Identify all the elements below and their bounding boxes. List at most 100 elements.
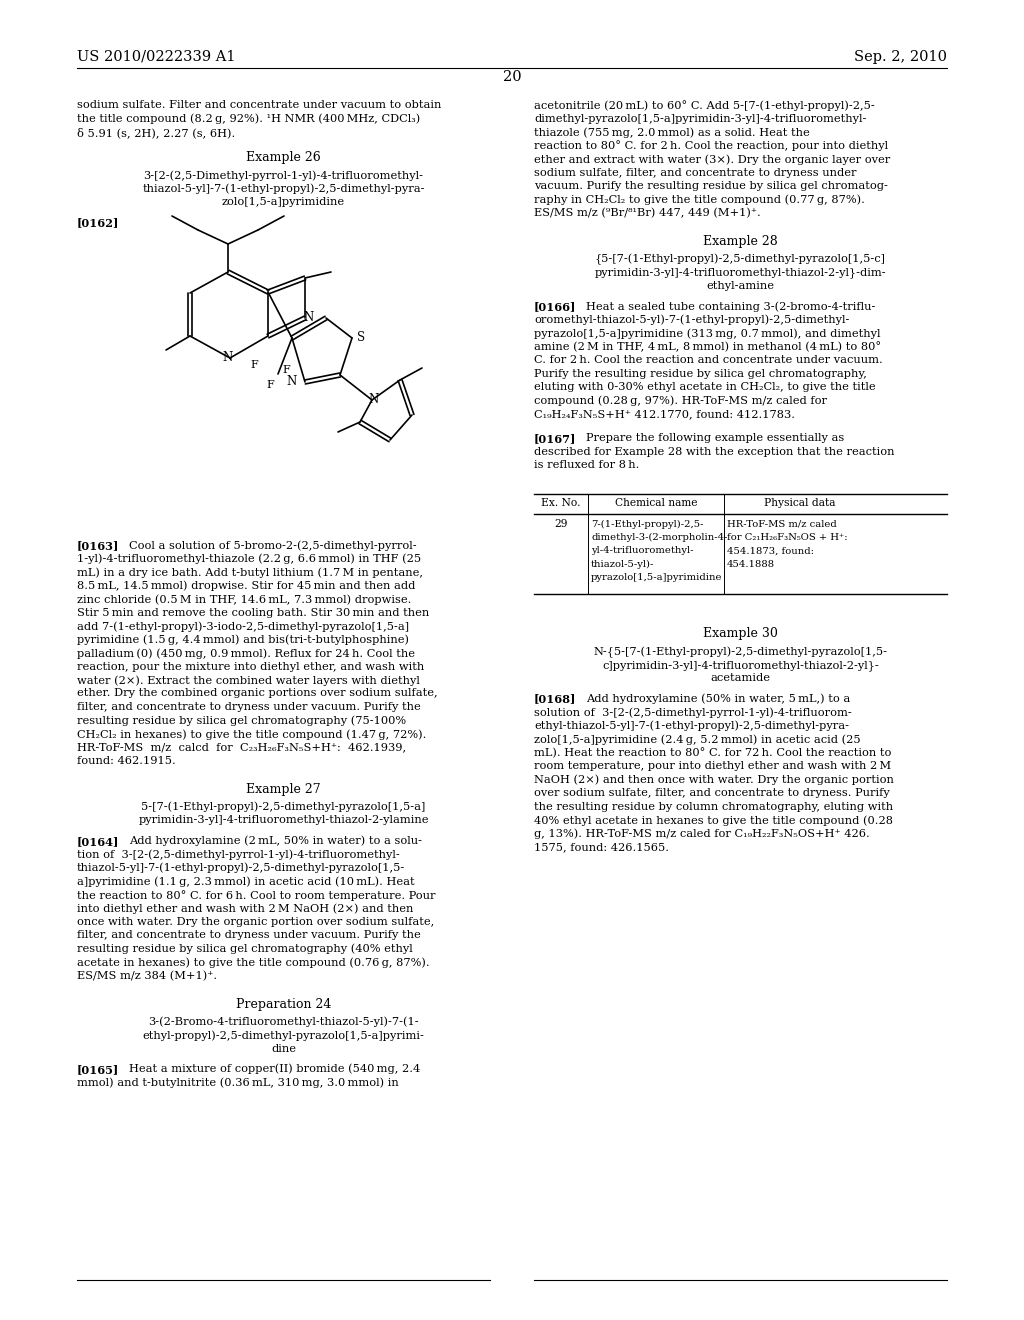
Text: the resulting residue by column chromatography, eluting with: the resulting residue by column chromato…	[534, 801, 893, 812]
Text: resulting residue by silica gel chromatography (75-100%: resulting residue by silica gel chromato…	[77, 715, 407, 726]
Text: yl-4-trifluoromethyl-: yl-4-trifluoromethyl-	[591, 546, 693, 556]
Text: into diethyl ether and wash with 2 M NaOH (2×) and then: into diethyl ether and wash with 2 M NaO…	[77, 903, 414, 913]
Text: [0164]: [0164]	[77, 836, 120, 846]
Text: N: N	[223, 351, 233, 364]
Text: filter, and concentrate to dryness under vacuum. Purify the: filter, and concentrate to dryness under…	[77, 931, 421, 940]
Text: 3-[2-(2,5-Dimethyl-pyrrol-1-yl)-4-trifluoromethyl-: 3-[2-(2,5-Dimethyl-pyrrol-1-yl)-4-triflu…	[143, 170, 424, 181]
Text: Prepare the following example essentially as: Prepare the following example essentiall…	[586, 433, 844, 444]
Text: oromethyl-thiazol-5-yl)-7-(1-ethyl-propyl)-2,5-dimethyl-: oromethyl-thiazol-5-yl)-7-(1-ethyl-propy…	[534, 314, 849, 325]
Text: vacuum. Purify the resulting residue by silica gel chromatog-: vacuum. Purify the resulting residue by …	[534, 181, 888, 191]
Text: Heat a mixture of copper(II) bromide (540 mg, 2.4: Heat a mixture of copper(II) bromide (54…	[129, 1064, 420, 1074]
Text: pyrimidin-3-yl]-4-trifluoromethyl-thiazol-2-ylamine: pyrimidin-3-yl]-4-trifluoromethyl-thiazo…	[138, 816, 429, 825]
Text: resulting residue by silica gel chromatography (40% ethyl: resulting residue by silica gel chromato…	[77, 944, 413, 954]
Text: [0167]: [0167]	[534, 433, 577, 445]
Text: Ex. No.: Ex. No.	[542, 498, 581, 508]
Text: thiazol-5-yl]-7-(1-ethyl-propyl)-2,5-dimethyl-pyra-: thiazol-5-yl]-7-(1-ethyl-propyl)-2,5-dim…	[142, 183, 425, 194]
Text: C. for 2 h. Cool the reaction and concentrate under vacuum.: C. for 2 h. Cool the reaction and concen…	[534, 355, 883, 366]
Text: CH₂Cl₂ in hexanes) to give the title compound (1.47 g, 72%).: CH₂Cl₂ in hexanes) to give the title com…	[77, 729, 426, 739]
Text: over sodium sulfate, filter, and concentrate to dryness. Purify: over sodium sulfate, filter, and concent…	[534, 788, 890, 799]
Text: 454.1888: 454.1888	[727, 560, 775, 569]
Text: pyrimidine (1.5 g, 4.4 mmol) and bis(tri-t-butylphosphine): pyrimidine (1.5 g, 4.4 mmol) and bis(tri…	[77, 635, 409, 645]
Text: 40% ethyl acetate in hexanes to give the title compound (0.28: 40% ethyl acetate in hexanes to give the…	[534, 814, 893, 826]
Text: N: N	[369, 393, 379, 407]
Text: F: F	[282, 366, 290, 375]
Text: Add hydroxylamine (2 mL, 50% in water) to a solu-: Add hydroxylamine (2 mL, 50% in water) t…	[129, 836, 422, 846]
Text: 7-(1-Ethyl-propyl)-2,5-: 7-(1-Ethyl-propyl)-2,5-	[591, 520, 703, 528]
Text: thiazol-5-yl]-7-(1-ethyl-propyl)-2,5-dimethyl-pyrazolo[1,5-: thiazol-5-yl]-7-(1-ethyl-propyl)-2,5-dim…	[77, 863, 406, 874]
Text: eluting with 0-30% ethyl acetate in CH₂Cl₂, to give the title: eluting with 0-30% ethyl acetate in CH₂C…	[534, 383, 876, 392]
Text: [0162]: [0162]	[77, 218, 120, 228]
Text: [0165]: [0165]	[77, 1064, 119, 1074]
Text: compound (0.28 g, 97%). HR-ToF-MS m/z caled for: compound (0.28 g, 97%). HR-ToF-MS m/z ca…	[534, 396, 827, 407]
Text: filter, and concentrate to dryness under vacuum. Purify the: filter, and concentrate to dryness under…	[77, 702, 421, 711]
Text: acetonitrile (20 mL) to 60° C. Add 5-[7-(1-ethyl-propyl)-2,5-: acetonitrile (20 mL) to 60° C. Add 5-[7-…	[534, 100, 874, 111]
Text: NaOH (2×) and then once with water. Dry the organic portion: NaOH (2×) and then once with water. Dry …	[534, 775, 894, 785]
Text: Cool a solution of 5-bromo-2-(2,5-dimethyl-pyrrol-: Cool a solution of 5-bromo-2-(2,5-dimeth…	[129, 540, 417, 550]
Text: thiazole (755 mg, 2.0 mmol) as a solid. Heat the: thiazole (755 mg, 2.0 mmol) as a solid. …	[534, 127, 810, 137]
Text: pyrazolo[1,5-a]pyrimidine: pyrazolo[1,5-a]pyrimidine	[591, 573, 723, 582]
Text: room temperature, pour into diethyl ether and wash with 2 M: room temperature, pour into diethyl ethe…	[534, 762, 891, 771]
Text: 20: 20	[503, 70, 521, 84]
Text: dimethyl-3-(2-morpholin-4-: dimethyl-3-(2-morpholin-4-	[591, 533, 727, 543]
Text: 1575, found: 426.1565.: 1575, found: 426.1565.	[534, 842, 669, 853]
Text: Heat a sealed tube containing 3-(2-bromo-4-triflu-: Heat a sealed tube containing 3-(2-bromo…	[586, 301, 876, 312]
Text: Example 26: Example 26	[246, 152, 321, 164]
Text: raphy in CH₂Cl₂ to give the title compound (0.77 g, 87%).: raphy in CH₂Cl₂ to give the title compou…	[534, 194, 865, 205]
Text: Physical data: Physical data	[764, 498, 836, 508]
Text: water (2×). Extract the combined water layers with diethyl: water (2×). Extract the combined water l…	[77, 675, 420, 685]
Text: thiazol-5-yl)-: thiazol-5-yl)-	[591, 560, 654, 569]
Text: 5-[7-(1-Ethyl-propyl)-2,5-dimethyl-pyrazolo[1,5-a]: 5-[7-(1-Ethyl-propyl)-2,5-dimethyl-pyraz…	[141, 801, 426, 813]
Text: [0166]: [0166]	[534, 301, 577, 312]
Text: mmol) and t-butylnitrite (0.36 mL, 310 mg, 3.0 mmol) in: mmol) and t-butylnitrite (0.36 mL, 310 m…	[77, 1077, 398, 1088]
Text: the reaction to 80° C. for 6 h. Cool to room temperature. Pour: the reaction to 80° C. for 6 h. Cool to …	[77, 890, 435, 900]
Text: Add hydroxylamine (50% in water, 5 mL,) to a: Add hydroxylamine (50% in water, 5 mL,) …	[586, 693, 850, 704]
Text: acetate in hexanes) to give the title compound (0.76 g, 87%).: acetate in hexanes) to give the title co…	[77, 957, 430, 968]
Text: zolo[1,5-a]pyrimidine (2.4 g, 5.2 mmol) in acetic acid (25: zolo[1,5-a]pyrimidine (2.4 g, 5.2 mmol) …	[534, 734, 860, 744]
Text: US 2010/0222339 A1: US 2010/0222339 A1	[77, 50, 236, 63]
Text: sodium sulfate. Filter and concentrate under vacuum to obtain: sodium sulfate. Filter and concentrate u…	[77, 100, 441, 110]
Text: [0168]: [0168]	[534, 693, 577, 705]
Text: HR-ToF-MS m/z caled: HR-ToF-MS m/z caled	[727, 520, 837, 528]
Text: Sep. 2, 2010: Sep. 2, 2010	[854, 50, 947, 63]
Text: described for Example 28 with the exception that the reaction: described for Example 28 with the except…	[534, 447, 895, 457]
Text: zolo[1,5-a]pyrimidine: zolo[1,5-a]pyrimidine	[222, 197, 345, 207]
Text: 8.5 mL, 14.5 mmol) dropwise. Stir for 45 min and then add: 8.5 mL, 14.5 mmol) dropwise. Stir for 45…	[77, 581, 416, 591]
Text: tion of  3-[2-(2,5-dimethyl-pyrrol-1-yl)-4-trifluoromethyl-: tion of 3-[2-(2,5-dimethyl-pyrrol-1-yl)-…	[77, 849, 399, 859]
Text: ES/MS m/z (⁹Br/⁸¹Br) 447, 449 (M+1)⁺.: ES/MS m/z (⁹Br/⁸¹Br) 447, 449 (M+1)⁺.	[534, 209, 761, 218]
Text: dimethyl-pyrazolo[1,5-a]pyrimidin-3-yl]-4-trifluoromethyl-: dimethyl-pyrazolo[1,5-a]pyrimidin-3-yl]-…	[534, 114, 866, 124]
Text: ether. Dry the combined organic portions over sodium sulfate,: ether. Dry the combined organic portions…	[77, 689, 437, 698]
Text: amine (2 M in THF, 4 mL, 8 mmol) in methanol (4 mL) to 80°: amine (2 M in THF, 4 mL, 8 mmol) in meth…	[534, 342, 881, 352]
Text: [0163]: [0163]	[77, 540, 120, 550]
Text: pyrimidin-3-yl]-4-trifluoromethyl-thiazol-2-yl}-dim-: pyrimidin-3-yl]-4-trifluoromethyl-thiazo…	[595, 268, 887, 279]
Text: 454.1873, found:: 454.1873, found:	[727, 546, 814, 556]
Text: S: S	[357, 331, 366, 345]
Text: Example 28: Example 28	[703, 235, 778, 248]
Text: palladium (0) (450 mg, 0.9 mmol). Reflux for 24 h. Cool the: palladium (0) (450 mg, 0.9 mmol). Reflux…	[77, 648, 415, 659]
Text: a]pyrimidine (1.1 g, 2.3 mmol) in acetic acid (10 mL). Heat: a]pyrimidine (1.1 g, 2.3 mmol) in acetic…	[77, 876, 415, 887]
Text: c]pyrimidin-3-yl]-4-trifluoromethyl-thiazol-2-yl}-: c]pyrimidin-3-yl]-4-trifluoromethyl-thia…	[602, 660, 879, 671]
Text: ethyl-propyl)-2,5-dimethyl-pyrazolo[1,5-a]pyrimi-: ethyl-propyl)-2,5-dimethyl-pyrazolo[1,5-…	[142, 1030, 424, 1040]
Text: Purify the resulting residue by silica gel chromatography,: Purify the resulting residue by silica g…	[534, 368, 867, 379]
Text: solution of  3-[2-(2,5-dimethyl-pyrrol-1-yl)-4-trifluorom-: solution of 3-[2-(2,5-dimethyl-pyrrol-1-…	[534, 708, 852, 718]
Text: 29: 29	[554, 520, 567, 529]
Text: ethyl-thiazol-5-yl]-7-(1-ethyl-propyl)-2,5-dimethyl-pyra-: ethyl-thiazol-5-yl]-7-(1-ethyl-propyl)-2…	[534, 721, 849, 731]
Text: Chemical name: Chemical name	[614, 498, 697, 508]
Text: N-{5-[7-(1-Ethyl-propyl)-2,5-dimethyl-pyrazolo[1,5-: N-{5-[7-(1-Ethyl-propyl)-2,5-dimethyl-py…	[594, 647, 888, 657]
Text: zinc chloride (0.5 M in THF, 14.6 mL, 7.3 mmol) dropwise.: zinc chloride (0.5 M in THF, 14.6 mL, 7.…	[77, 594, 412, 605]
Text: is refluxed for 8 h.: is refluxed for 8 h.	[534, 461, 639, 470]
Text: add 7-(1-ethyl-propyl)-3-iodo-2,5-dimethyl-pyrazolo[1,5-a]: add 7-(1-ethyl-propyl)-3-iodo-2,5-dimeth…	[77, 620, 410, 631]
Text: {5-[7-(1-Ethyl-propyl)-2,5-dimethyl-pyrazolo[1,5-c]: {5-[7-(1-Ethyl-propyl)-2,5-dimethyl-pyra…	[595, 253, 886, 265]
Text: N: N	[304, 312, 314, 323]
Text: once with water. Dry the organic portion over sodium sulfate,: once with water. Dry the organic portion…	[77, 916, 434, 927]
Text: reaction, pour the mixture into diethyl ether, and wash with: reaction, pour the mixture into diethyl …	[77, 661, 424, 672]
Text: N: N	[287, 375, 297, 388]
Text: reaction to 80° C. for 2 h. Cool the reaction, pour into diethyl: reaction to 80° C. for 2 h. Cool the rea…	[534, 140, 888, 152]
Text: HR-ToF-MS  m/z  calcd  for  C₂₃H₂₆F₃N₅S+H⁺:  462.1939,: HR-ToF-MS m/z calcd for C₂₃H₂₆F₃N₅S+H⁺: …	[77, 742, 407, 752]
Text: dine: dine	[271, 1044, 296, 1053]
Text: C₁₉H₂₄F₃N₅S+H⁺ 412.1770, found: 412.1783.: C₁₉H₂₄F₃N₅S+H⁺ 412.1770, found: 412.1783…	[534, 409, 795, 420]
Text: ES/MS m/z 384 (M+1)⁺.: ES/MS m/z 384 (M+1)⁺.	[77, 970, 217, 981]
Text: F: F	[266, 380, 273, 389]
Text: acetamide: acetamide	[711, 673, 770, 684]
Text: g, 13%). HR-ToF-MS m/z caled for C₁₉H₂₂F₃N₅OS+H⁺ 426.: g, 13%). HR-ToF-MS m/z caled for C₁₉H₂₂F…	[534, 829, 869, 840]
Text: the title compound (8.2 g, 92%). ¹H NMR (400 MHz, CDCl₃): the title compound (8.2 g, 92%). ¹H NMR …	[77, 114, 420, 124]
